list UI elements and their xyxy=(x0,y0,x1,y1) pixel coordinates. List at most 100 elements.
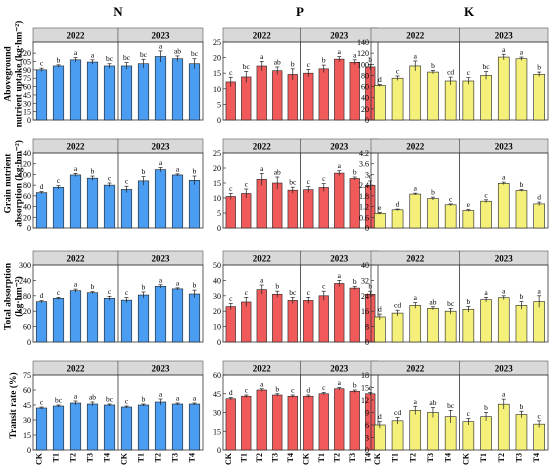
x-tick-label: CK xyxy=(373,452,382,465)
y-tick-label: 3 xyxy=(365,434,369,443)
significance-letter: b xyxy=(193,281,197,290)
y-tick-label: 25 xyxy=(213,38,221,47)
significance-letter: a xyxy=(502,45,506,54)
significance-letter: cd xyxy=(394,301,401,310)
y-tick-label: 60 xyxy=(361,83,369,92)
y-tick-label: 5 xyxy=(217,209,221,218)
bar xyxy=(137,63,150,121)
significance-letter: c xyxy=(245,288,249,297)
bar xyxy=(225,196,236,229)
significance-letter: c xyxy=(57,288,61,297)
y-tick-label: 0 xyxy=(217,116,221,125)
bar xyxy=(409,305,422,343)
bar xyxy=(515,58,528,121)
bar xyxy=(462,308,475,343)
y-tick-label: 25 xyxy=(213,149,221,158)
significance-letter: a xyxy=(338,271,342,280)
x-tick-label: T3 xyxy=(86,453,95,462)
significance-letter: a xyxy=(260,52,264,61)
significance-letter: a xyxy=(414,293,418,302)
year-strip-label: 2022 xyxy=(406,364,425,374)
bar xyxy=(533,301,545,343)
significance-letter: c xyxy=(229,294,233,303)
significance-letter: b xyxy=(57,55,61,64)
bar xyxy=(272,70,283,121)
significance-letter: bc xyxy=(289,178,297,187)
significance-letter: b xyxy=(431,188,435,197)
bar xyxy=(462,210,475,229)
bar xyxy=(103,65,116,121)
bar xyxy=(256,179,267,229)
panel-transit-n: 2022 202301530456075cCKbcT1aT2abT3bcT4cCK… xyxy=(23,360,204,465)
row-ylabel-line: absorption (kg·hm⁻²) xyxy=(14,140,25,227)
bar xyxy=(334,172,345,229)
bar xyxy=(225,306,236,343)
y-tick-label: 24 xyxy=(361,292,369,301)
significance-letter: c xyxy=(125,288,129,297)
row-ylabel-aboveground: Aboveground nutrient uptake (kg·hm⁻²) xyxy=(4,21,25,128)
significance-letter: a xyxy=(176,164,180,173)
y-tick-label: 100 xyxy=(357,60,369,69)
bar xyxy=(409,410,422,451)
y-tick-label: 80 xyxy=(23,181,31,190)
y-tick-label: 30 xyxy=(213,409,221,418)
significance-letter: d xyxy=(40,291,44,300)
bar xyxy=(86,177,99,229)
significance-letter: d xyxy=(40,182,44,191)
y-tick-label: 80 xyxy=(361,71,369,80)
year-strip-label: 2023 xyxy=(152,364,171,374)
year-strip-label: 2023 xyxy=(330,364,349,374)
bar xyxy=(272,293,283,343)
significance-letter: cd xyxy=(447,68,454,77)
significance-letter: c xyxy=(229,68,233,77)
y-tick-label: 60 xyxy=(213,371,221,380)
row-ylabel-transit: Transit rate (%) xyxy=(8,372,19,438)
bar xyxy=(349,390,360,451)
x-tick-label: T3 xyxy=(270,453,279,462)
y-tick-label: 0 xyxy=(27,116,31,125)
bar xyxy=(272,394,283,451)
bar xyxy=(480,416,492,451)
significance-letter: d xyxy=(378,75,382,84)
y-tick-label: 120 xyxy=(19,49,31,58)
y-tick-label: 60 xyxy=(23,192,31,201)
y-tick-label: 0 xyxy=(217,446,221,455)
y-tick-label: 30 xyxy=(23,99,31,108)
panel-total-p: 2022 2023 0 10 20 30 40 50 c c a b bc c c a b b xyxy=(213,250,379,347)
y-tick-label: 4.2 xyxy=(359,149,369,158)
significance-letter: c xyxy=(108,287,112,296)
row-ylabel-line: Transit rate (%) xyxy=(8,372,19,438)
y-tick-label: 5 xyxy=(217,100,221,109)
bar xyxy=(533,74,545,121)
y-tick-label: 32 xyxy=(361,276,369,285)
significance-letter: bc xyxy=(55,396,63,405)
y-tick-label: 30 xyxy=(213,292,221,301)
significance-letter: b xyxy=(142,282,146,291)
significance-letter: a xyxy=(176,278,180,287)
bar xyxy=(52,65,65,121)
significance-letter: b xyxy=(193,167,197,176)
significance-letter: a xyxy=(74,280,78,289)
bar xyxy=(241,76,252,121)
bar xyxy=(120,65,133,121)
significance-letter: cd xyxy=(394,408,401,417)
year-strip-label: 2022 xyxy=(67,31,86,41)
significance-letter: b xyxy=(520,292,524,301)
x-tick-label: T4 xyxy=(532,453,541,462)
y-tick-label: 8 xyxy=(365,323,369,332)
significance-letter: b xyxy=(91,167,95,176)
bar xyxy=(497,183,510,229)
bar xyxy=(256,65,267,121)
significance-letter: ab xyxy=(274,57,281,66)
bar xyxy=(241,395,252,451)
bar xyxy=(318,68,329,121)
bar xyxy=(349,287,360,343)
y-tick-label: 240 xyxy=(19,276,31,285)
bar xyxy=(303,189,314,229)
year-strip-label: 2023 xyxy=(152,31,171,41)
significance-letter: ab xyxy=(429,398,436,407)
bar xyxy=(515,190,528,229)
